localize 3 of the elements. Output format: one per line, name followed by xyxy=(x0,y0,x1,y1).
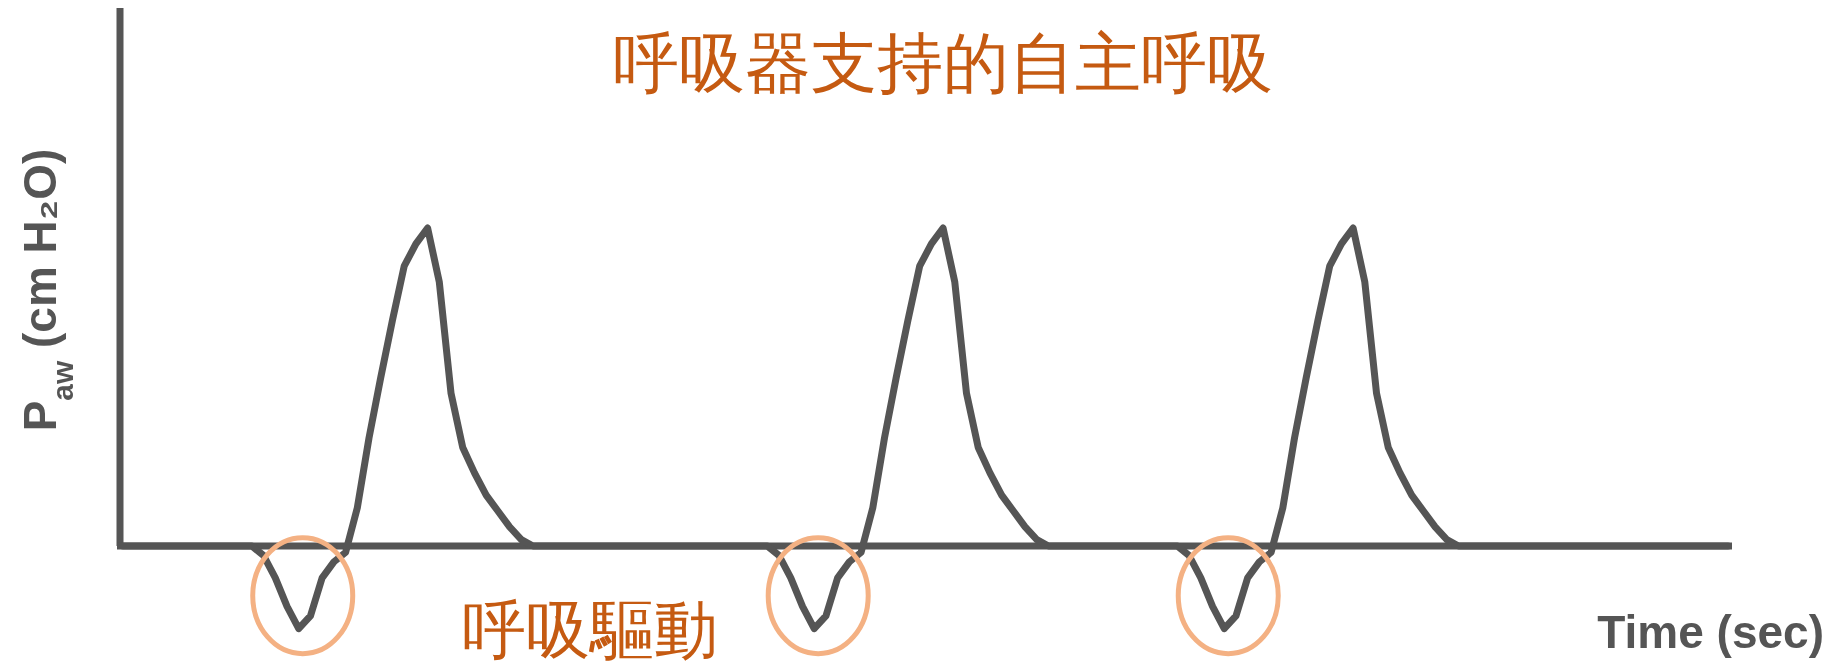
title: 呼吸器支持的自主呼吸 xyxy=(613,26,1273,100)
annotation: 呼吸驅動 xyxy=(462,594,718,664)
xlabel: Time (sec) xyxy=(1597,606,1824,658)
